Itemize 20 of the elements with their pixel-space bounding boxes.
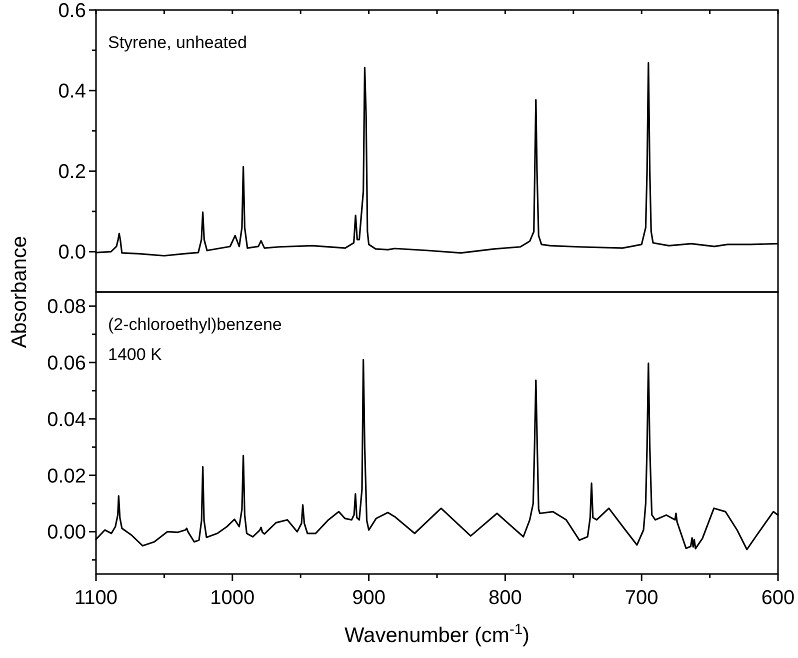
x-tick-label: 1100 bbox=[74, 587, 118, 609]
y-tick-label: 0.04 bbox=[47, 408, 86, 431]
y-tick-label: 0.4 bbox=[58, 80, 86, 103]
annotation: 1400 K bbox=[108, 345, 163, 364]
annotation: Styrene, unheated bbox=[108, 33, 247, 52]
x-tick-label: 700 bbox=[624, 587, 658, 609]
y-axis-title: Absorbance bbox=[8, 236, 31, 348]
x-tick-label: 1000 bbox=[210, 587, 255, 609]
y-tick-label: 0.08 bbox=[47, 296, 86, 318]
x-tick-label: 600 bbox=[761, 587, 795, 609]
y-tick-label: 0.00 bbox=[47, 522, 86, 544]
y-tick-label: 0.06 bbox=[47, 352, 86, 374]
y-tick-label: 0.2 bbox=[58, 161, 86, 184]
x-tick-label: 800 bbox=[488, 587, 522, 609]
y-tick-label: 0.6 bbox=[58, 0, 86, 22]
y-tick-label: 0.02 bbox=[47, 465, 86, 488]
x-tick-label: 900 bbox=[352, 587, 386, 609]
x-axis-title: Wavenumber (cm$^{-1}$) bbox=[344, 622, 530, 647]
y-tick-label: 0.0 bbox=[58, 242, 86, 264]
annotation: (2-chloroethyl)benzene bbox=[108, 315, 282, 334]
